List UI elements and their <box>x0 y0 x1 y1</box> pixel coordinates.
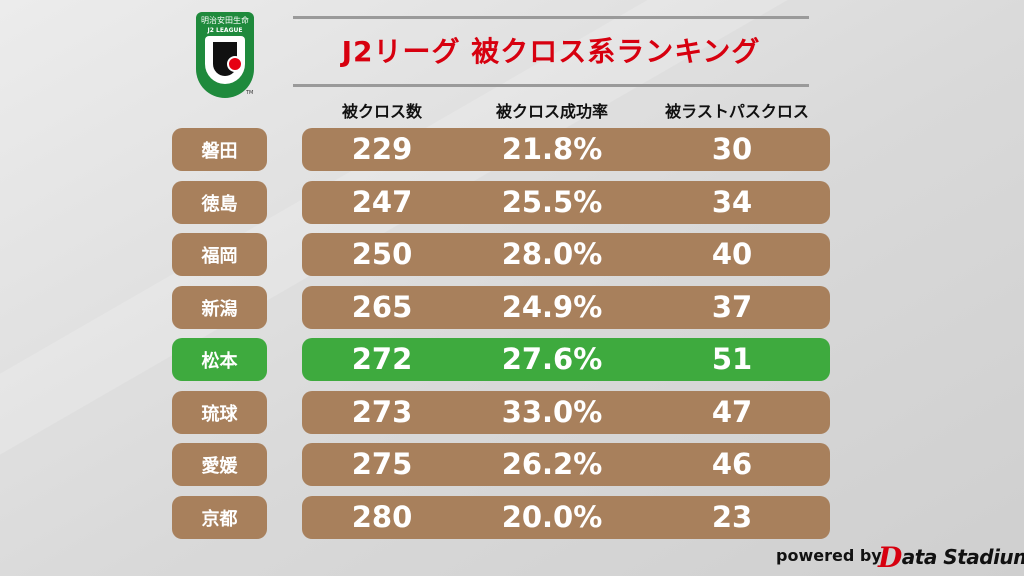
table-row: 229 21.8% 30 <box>302 128 830 171</box>
cell-rate: 24.9% <box>501 290 603 324</box>
team-label: 福岡 <box>172 233 267 276</box>
data-stadium-logo-text: ata Stadium <box>901 545 1024 569</box>
cell-crosses: 250 <box>351 237 413 271</box>
j-league-logo: 明治安田生命 J2 LEAGUE <box>196 12 254 98</box>
page-title: J2リーグ 被クロス系ランキング <box>341 35 761 68</box>
table-row: 272 27.6% 51 <box>302 338 830 381</box>
cell-rate: 27.6% <box>501 342 603 376</box>
column-header-crosses: 被クロス数 <box>341 102 422 121</box>
cell-lastpass: 23 <box>711 500 753 534</box>
cell-crosses: 247 <box>351 185 413 219</box>
team-label: 磐田 <box>172 128 267 171</box>
powered-by-text: powered by <box>776 546 882 565</box>
logo-league-text: J2 LEAGUE <box>207 27 243 34</box>
team-label: 京都 <box>172 496 267 539</box>
cell-rate: 26.2% <box>501 447 603 481</box>
cell-crosses: 280 <box>351 500 413 534</box>
logo-red-ball-icon <box>227 56 243 72</box>
column-header-lastpass: 被ラストパスクロス <box>665 102 809 121</box>
team-label: 愛媛 <box>172 443 267 486</box>
cell-crosses: 273 <box>351 395 413 429</box>
team-label: 徳島 <box>172 181 267 224</box>
table-row: 247 25.5% 34 <box>302 181 830 224</box>
cell-lastpass: 47 <box>711 395 753 429</box>
cell-rate: 20.0% <box>501 500 603 534</box>
team-label: 新潟 <box>172 286 267 329</box>
table-row: 273 33.0% 47 <box>302 391 830 434</box>
table-row: 280 20.0% 23 <box>302 496 830 539</box>
cell-lastpass: 51 <box>711 342 753 376</box>
cell-lastpass: 40 <box>711 237 753 271</box>
table-row: 265 24.9% 37 <box>302 286 830 329</box>
logo-trademark: TM <box>246 90 254 96</box>
column-header-rate: 被クロス成功率 <box>495 102 608 121</box>
cell-rate: 25.5% <box>501 185 603 219</box>
cell-rate: 33.0% <box>501 395 603 429</box>
title-rule-top <box>293 16 809 19</box>
cell-crosses: 229 <box>351 132 413 166</box>
logo-sponsor-text: 明治安田生命 <box>201 16 249 25</box>
cell-lastpass: 37 <box>711 290 753 324</box>
cell-lastpass: 46 <box>711 447 753 481</box>
cell-lastpass: 34 <box>711 185 753 219</box>
logo-shield-icon <box>205 36 245 84</box>
cell-crosses: 272 <box>351 342 413 376</box>
cell-crosses: 265 <box>351 290 413 324</box>
data-stadium-logo: Data Stadium <box>878 541 1024 574</box>
cell-rate: 28.0% <box>501 237 603 271</box>
table-row: 250 28.0% 40 <box>302 233 830 276</box>
cell-rate: 21.8% <box>501 132 603 166</box>
table-row: 275 26.2% 46 <box>302 443 830 486</box>
title-rule-bottom <box>293 84 809 87</box>
team-label: 松本 <box>172 338 267 381</box>
cell-crosses: 275 <box>351 447 413 481</box>
team-label: 琉球 <box>172 391 267 434</box>
data-stadium-logo-initial: D <box>878 541 902 574</box>
cell-lastpass: 30 <box>711 132 753 166</box>
